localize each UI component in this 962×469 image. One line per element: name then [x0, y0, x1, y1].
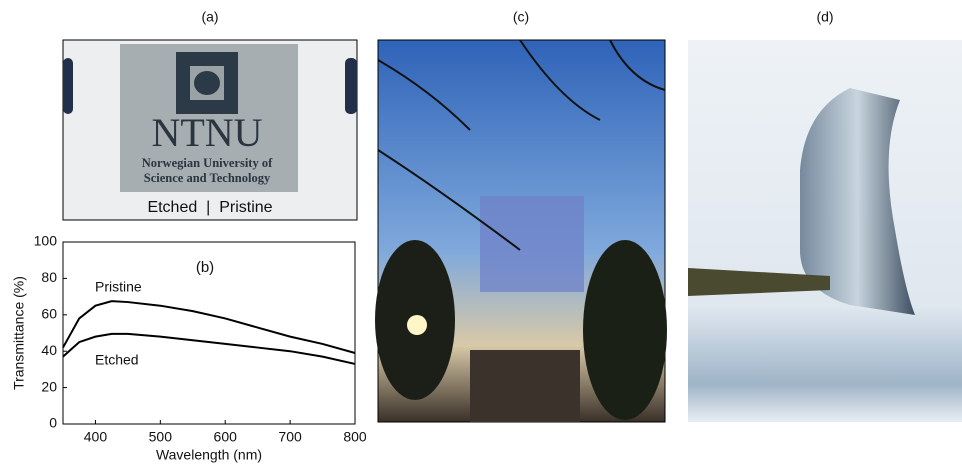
logo-text: NTNU [151, 110, 262, 155]
logo-subtitle: Norwegian University of [142, 156, 273, 170]
y-tick-label: 60 [41, 306, 57, 322]
x-tick-label: 500 [149, 429, 173, 445]
series-label: Pristine [95, 279, 142, 295]
panel-label: (b) [196, 259, 214, 276]
figure: (a) (c) (d) NTNU Norwegian University of… [0, 0, 962, 464]
y-axis-label: Transmittance (%) [11, 276, 27, 390]
x-tick-label: 600 [214, 429, 238, 445]
y-tick-label: 40 [41, 342, 57, 358]
y-tick-label: 0 [49, 415, 57, 431]
line [63, 301, 355, 353]
x-tick-label: 400 [84, 429, 108, 445]
x-axis-label: Wavelength (nm) [156, 447, 262, 463]
panel-label: (d) [816, 9, 833, 25]
photo-caption: Etched | Pristine [147, 199, 272, 216]
panel-label: (a) [201, 9, 218, 25]
y-tick-label: 100 [34, 233, 58, 249]
photo-a: NTNU Norwegian University of Science and… [63, 40, 357, 220]
x-tick-label: 700 [278, 429, 302, 445]
logo-subtitle: Science and Technology [144, 171, 271, 185]
panel-label: (c) [513, 9, 529, 25]
y-tick-label: 20 [41, 378, 57, 394]
photo-d [688, 40, 962, 422]
photo-c [375, 40, 667, 422]
y-tick-label: 80 [41, 269, 57, 285]
x-tick-label: 800 [343, 429, 367, 445]
series-label: Etched [95, 352, 139, 368]
